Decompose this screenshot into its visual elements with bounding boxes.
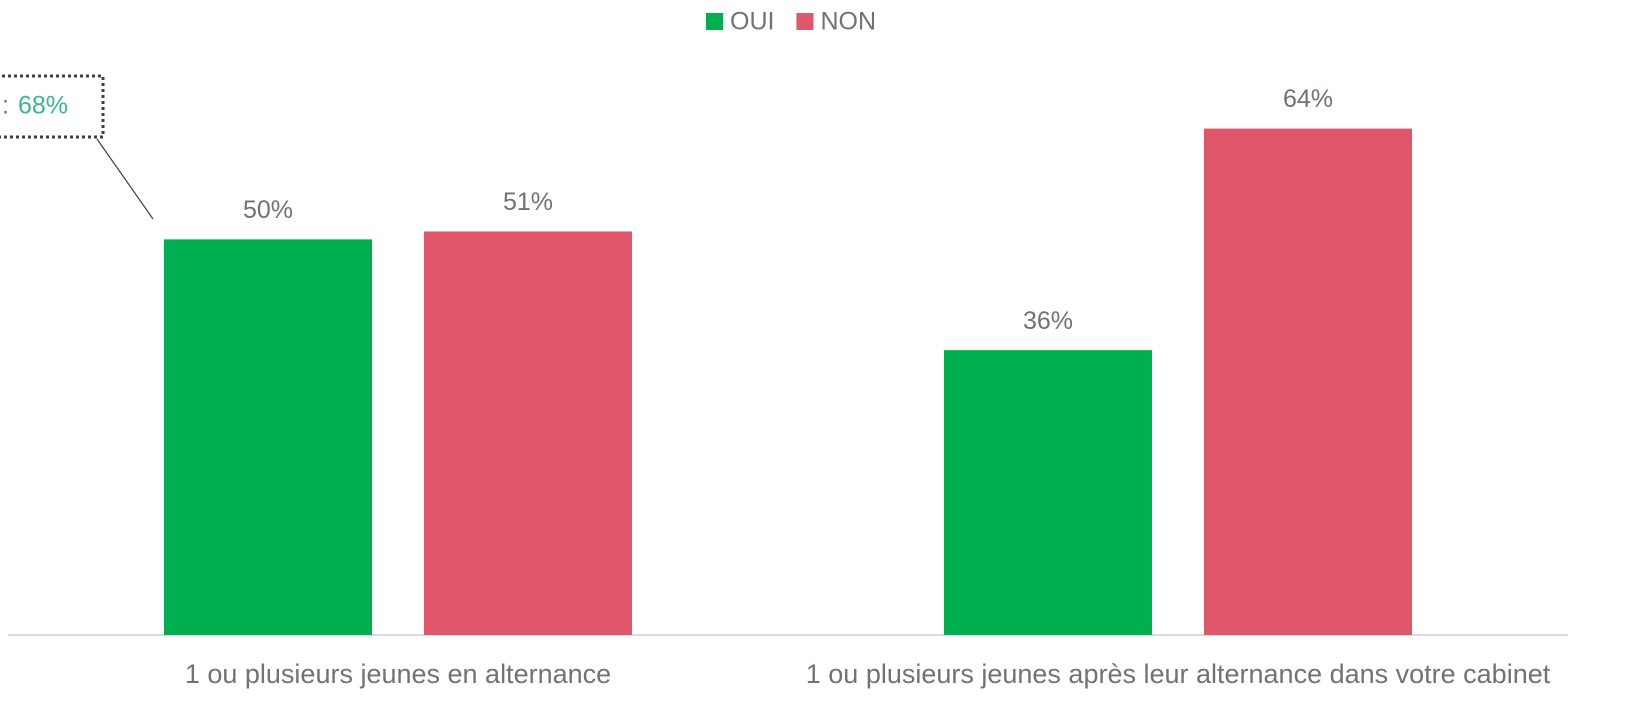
legend-label: NON	[820, 8, 876, 36]
x-tick-label: 1 ou plusieurs jeunes en alternance	[185, 659, 611, 689]
value-label: 36%	[1023, 307, 1073, 335]
bar	[944, 350, 1152, 635]
annotation-box	[0, 74, 105, 139]
bar	[1204, 128, 1412, 635]
bar	[424, 231, 632, 635]
value-label: 51%	[503, 188, 553, 216]
value-label: 50%	[243, 196, 293, 224]
legend-swatch	[706, 13, 723, 30]
value-label: 64%	[1283, 85, 1333, 113]
annotation-text: 68%	[18, 92, 68, 120]
legend-label: OUI	[730, 8, 774, 36]
annotation-prefix: :	[2, 92, 9, 120]
x-tick-label: 1 ou plusieurs jeunes après leur alterna…	[806, 659, 1551, 689]
legend-swatch	[796, 13, 814, 30]
bar	[164, 239, 372, 635]
annotation-leader	[96, 138, 154, 220]
